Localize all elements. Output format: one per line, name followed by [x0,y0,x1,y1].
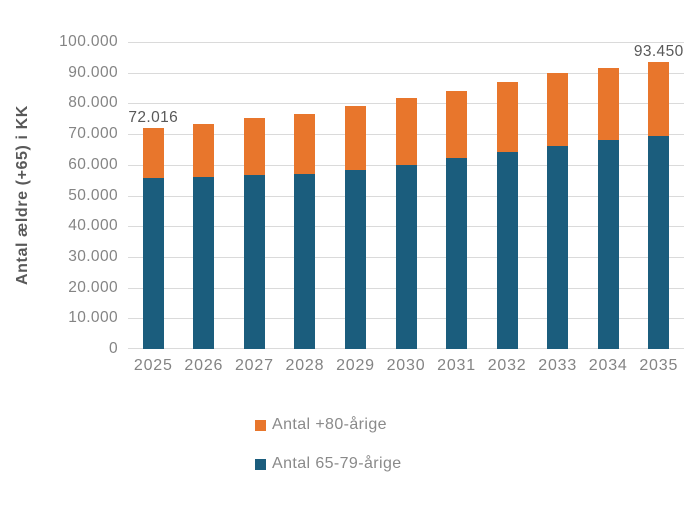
gridline [128,73,684,74]
x-tick-label-2025: 2025 [133,357,173,374]
stacked-bar-2027 [243,117,265,349]
y-tick-label: 0 [108,340,118,357]
bar-slot-2029 [330,42,381,349]
stacked-bar-2030 [395,98,417,349]
bar-segment [344,169,366,349]
legend-label: Antal 65-79-årige [272,455,402,472]
bar-segment [142,178,164,349]
x-tick-label-2026: 2026 [184,357,224,374]
y-tick-label: 60.000 [68,156,118,173]
bar-slot-2032 [482,42,533,349]
x-tick-label-2035: 2035 [639,357,679,374]
x-tick-label-2030: 2030 [386,357,426,374]
bar-data-label: 72.016 [128,108,179,126]
stacked-bar-2026 [193,123,215,349]
bar-segment [193,176,215,349]
bar-slot-2033 [532,42,583,349]
bar-segment [395,164,417,349]
bar-slot-2027 [229,42,280,349]
stacked-bar-2029 [344,105,366,349]
stacked-bar-2031 [446,90,468,349]
legend-swatch-icon [255,419,266,431]
bar-segment [294,113,316,174]
y-tick-label: 40.000 [68,217,118,234]
bar-segment [648,135,670,349]
x-tick-label-2028: 2028 [285,357,325,374]
bar-slot-2025 [128,42,179,349]
bar-slot-2034 [583,42,634,349]
y-tick-label: 30.000 [68,248,118,265]
stacked-bar-2028 [294,113,316,349]
bar-segment [344,105,366,170]
bar-group [128,42,684,349]
stacked-bar-2032 [496,81,518,349]
bar-segment [547,145,569,349]
x-tick-label-2033: 2033 [538,357,578,374]
stacked-bar-2033 [547,73,569,349]
y-tick-label: 70.000 [68,125,118,142]
x-tick-label-2027: 2027 [234,357,274,374]
x-tick-label-2032: 2032 [487,357,527,374]
bar-segment [597,139,619,349]
bar-segment [142,127,164,179]
y-tick-label: 80.000 [68,94,118,111]
bar-segment [446,158,468,349]
bar-data-label: 93.450 [633,43,684,61]
bar-slot-2031 [431,42,482,349]
bar-segment [243,175,265,349]
legend-item: Antal 65-79-årige [255,455,402,473]
bar-segment [496,81,518,152]
legend-swatch-icon [255,458,266,470]
y-tick-label: 90.000 [68,64,118,81]
stacked-bar-2034 [597,68,619,349]
bar-segment [496,151,518,349]
x-tick-label-2034: 2034 [588,357,628,374]
y-axis-tick-labels: 100.000 90.000 80.000 70.000 60.000 50.000 40.… [0,33,118,357]
bar-segment [648,62,670,136]
y-tick-label: 50.000 [68,187,118,204]
x-tick-label-2029: 2029 [336,357,375,374]
legend-label: Antal +80-årige [272,416,387,433]
stacked-bar-2035 [648,62,670,349]
bar-segment [395,98,417,165]
bar-slot-2030 [381,42,432,349]
gridline [128,42,684,43]
bar-segment [547,73,569,146]
plot-area [128,42,684,349]
bar-segment [597,68,619,140]
stacked-bar-2025 [142,127,164,349]
y-tick-label: 10.000 [68,309,118,326]
bar-slot-2026 [179,42,230,349]
bar-segment [446,90,468,159]
x-axis-tick-labels: 2025 2026 2027 2028 2029 2030 2031 2032 2033 2034… [128,356,684,376]
bar-slot-2035 [633,42,684,349]
y-tick-label: 20.000 [68,279,118,296]
y-tick-label: 100.000 [59,33,118,50]
bar-slot-2028 [280,42,331,349]
bar-segment [294,173,316,349]
legend: Antal +80-årige Antal 65-79-årige [255,416,402,473]
x-tick-label-2031: 2031 [437,357,476,374]
bar-segment [193,123,215,177]
legend-item: Antal +80-årige [255,416,402,434]
bar-segment [243,117,265,176]
